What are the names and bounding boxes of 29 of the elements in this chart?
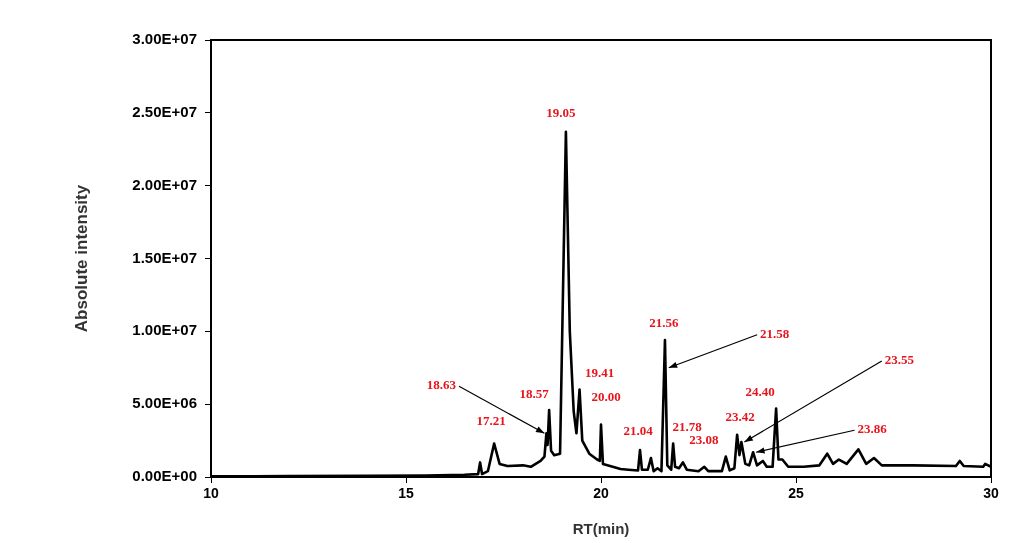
- y-tick-label: 2.00E+07: [132, 175, 197, 193]
- annotation: 18.63: [426, 377, 457, 393]
- x-tick-label: 10: [203, 485, 219, 502]
- x-axis-title: RT(min): [572, 520, 630, 538]
- y-tick-label: 0.00E+00: [132, 467, 197, 485]
- annotation: 17.21: [476, 413, 506, 429]
- annotation: 21.04: [623, 422, 654, 438]
- annotation: 23.86: [857, 421, 888, 437]
- y-tick-label: 2.50E+07: [132, 102, 197, 120]
- annotation: 19.41: [584, 365, 615, 381]
- x-tick-label: 20: [593, 485, 609, 502]
- annotation: 24.40: [745, 384, 775, 400]
- x-tick-label: 30: [983, 485, 999, 502]
- y-axis-title: Absolute intensity: [71, 184, 91, 333]
- y-tick-label: 3.00E+07: [132, 30, 197, 48]
- y-tick-label: 5.00E+06: [132, 394, 197, 412]
- annotation: 23.42: [725, 408, 755, 424]
- y-tick-label: 1.50E+07: [132, 248, 197, 266]
- annotation: 18.57: [519, 385, 550, 401]
- annotation: 19.05: [546, 104, 577, 120]
- annotation: 20.00: [591, 389, 621, 405]
- annotation: 23.08: [689, 432, 719, 448]
- annotation: 21.56: [649, 314, 680, 330]
- annotation: 23.55: [884, 351, 915, 367]
- annotation: 21.58: [760, 325, 790, 341]
- y-tick-label: 1.00E+07: [132, 321, 197, 339]
- annotation: 21.78: [672, 419, 703, 435]
- x-tick-label: 25: [788, 485, 804, 502]
- x-tick-label: 15: [398, 485, 414, 502]
